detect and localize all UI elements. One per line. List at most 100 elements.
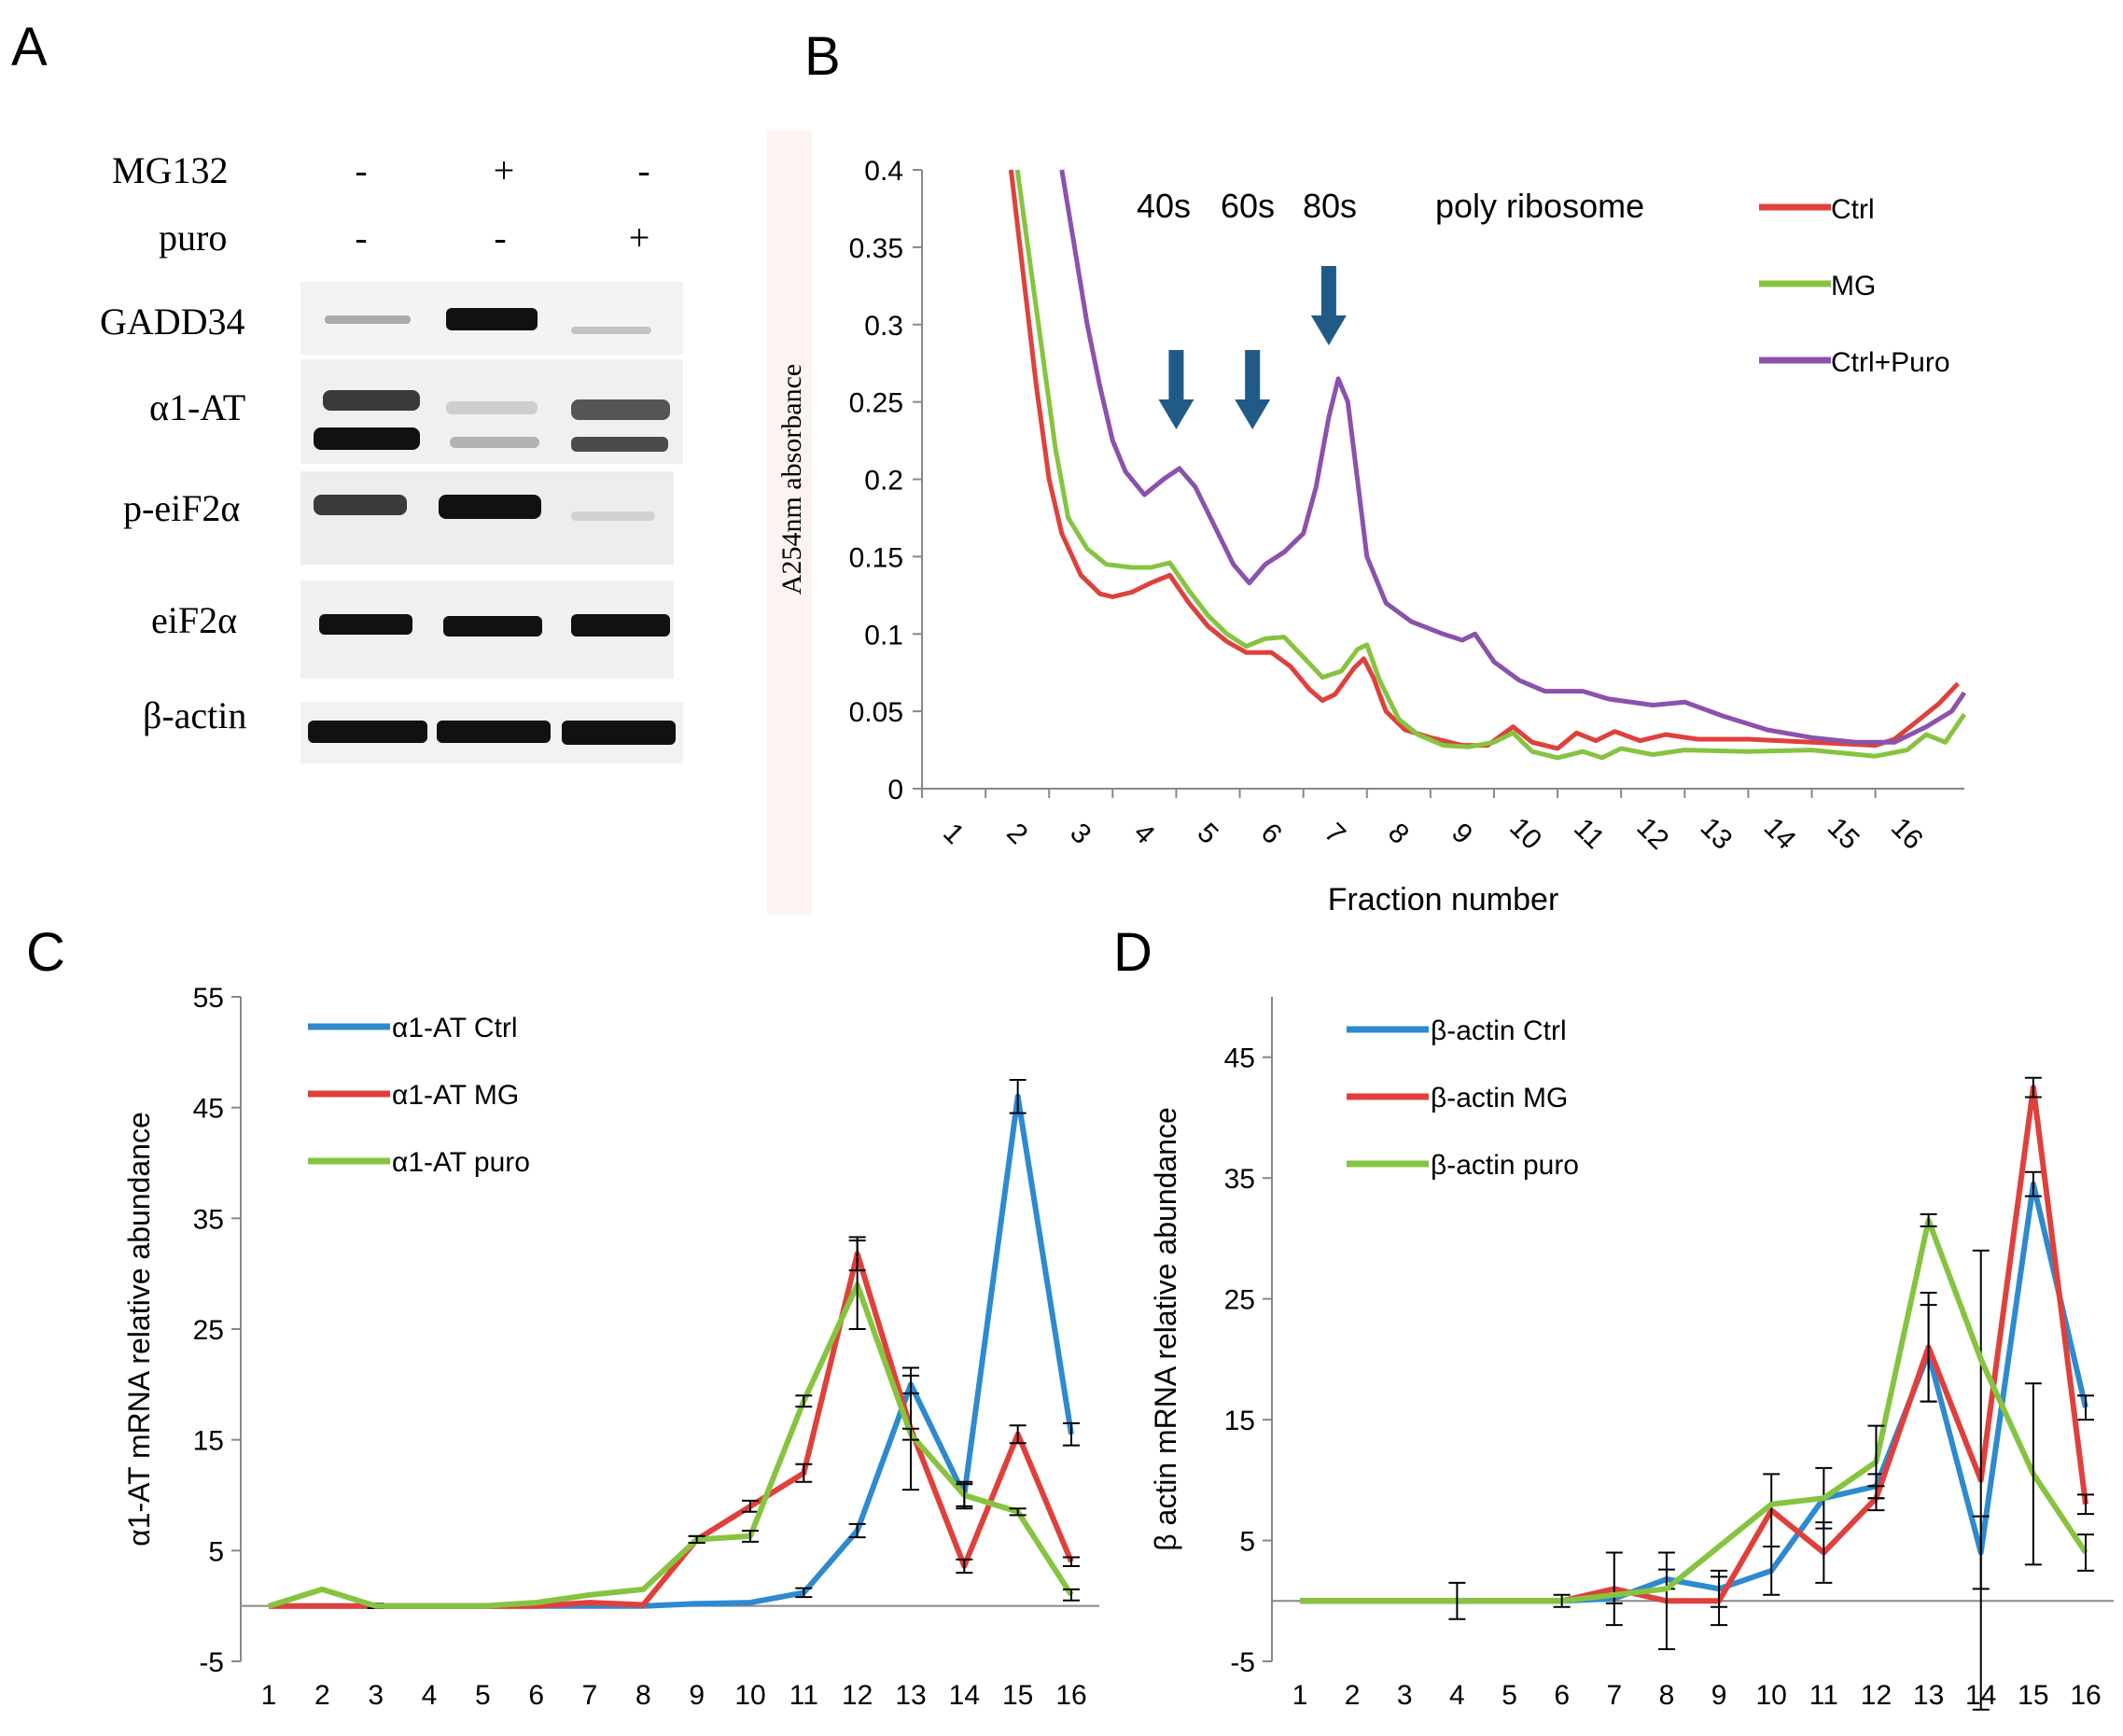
c1-x-tick-label: 4 [422,1680,438,1711]
c2-legend-label-1: β-actin MG [1431,1083,1568,1113]
c1-series-line-1 [269,1251,1074,1609]
b-y-tick-label: 0.2 [864,466,903,497]
c2-x-tick-label: 13 [1913,1680,1944,1711]
c1-y-tick-label: 35 [193,1204,224,1235]
b-x-tick-label: 5 [1192,818,1224,850]
band-gadd34-lane1 [325,315,411,324]
c1-y-tick-label: -5 [199,1647,224,1678]
panel-label-a: A [11,17,48,77]
b-y-tick-label: 0 [887,775,903,805]
polysome-profile-chart: 40s 60s 80s poly ribosome 0 0.05 0.1 0.15 0.… [776,156,1967,917]
b-annotation-60s: 60s [1221,187,1275,225]
c2-x-tick-label: 12 [1861,1680,1892,1711]
c2-x-tick-label: 3 [1397,1680,1413,1711]
b-arrow-shaft-1 [1245,350,1261,401]
treatment-value: - [494,217,506,259]
b-y-tick-label: 0.1 [864,620,903,651]
b-y-tick-label: 0.35 [849,233,903,264]
b-legend-label-1: MG [1831,271,1876,301]
b-arrow-head-1 [1235,399,1271,429]
band-a1at-lower-lane2 [450,437,539,448]
b-x-tick-label: 12 [1630,812,1674,856]
band-beta-actin-lane3 [562,721,676,745]
c1-x-tick-label: 13 [895,1680,926,1711]
b-x-tick-label: 1 [937,818,970,850]
c2-y-tick-label: 5 [1239,1527,1255,1558]
panel-label-d: D [1113,922,1152,983]
blot-label-gadd34: GADD34 [100,301,245,343]
c2-legend-label-2: β-actin puro [1431,1150,1579,1181]
b-annotation-40s: 40s [1137,187,1191,225]
c1-x-tick-label: 5 [475,1680,491,1711]
c1-x-tick-label: 11 [789,1680,818,1711]
b-x-tick-label: 11 [1568,813,1610,855]
b-x-tick-label: 14 [1758,812,1802,856]
panel-label-c: C [26,922,65,983]
b-y-axis-title: A254nm absorbance [776,364,807,595]
c2-x-tick-label: 10 [1756,1680,1787,1711]
b-x-tick-label: 3 [1064,818,1096,850]
c1-x-axis-title: Fraction number [554,1733,786,1736]
c1-y-tick-label: 55 [193,983,224,1014]
beta-actin-mrna-chart: -551525354512345678910111213141516Fracti… [1149,997,2114,1736]
panel-b-left-edge [767,131,812,915]
b-x-tick-label: 4 [1127,818,1160,850]
b-arrow-head-2 [1310,315,1347,345]
b-series-line-0 [1008,169,1961,751]
treatment-value: - [355,149,367,191]
b-x-tick-label: 6 [1255,818,1288,850]
band-eif2a-lane1 [319,614,412,635]
c1-y-axis-title: α1-AT mRNA relative abundance [122,1112,156,1547]
b-x-tick-label: 7 [1319,818,1351,850]
band-eif2a-lane2 [443,616,542,637]
blot-label-eif2a: eiF2α [151,599,237,641]
band-a1at-lower-lane1 [314,427,420,450]
c2-x-tick-label: 9 [1711,1680,1727,1711]
b-y-tick-label: 0.4 [864,156,903,187]
c1-legend-label-0: α1-AT Ctrl [392,1013,518,1043]
band-a1at-upper-lane1 [323,390,420,411]
c2-y-tick-label: 35 [1224,1164,1255,1195]
c1-x-tick-label: 7 [582,1680,598,1711]
c1-x-tick-label: 16 [1055,1680,1086,1711]
b-legend-label-2: Ctrl+Puro [1831,347,1950,378]
panel-label-b: B [804,26,841,87]
blot-label-beta-actin: β-actin [143,694,246,736]
a1at-mrna-chart: -55152535455512345678910111213141516Frac… [122,983,1099,1736]
b-y-tick-label: 0.3 [864,311,903,342]
b-legend-label-0: Ctrl [1831,194,1875,225]
b-x-tick-label: 2 [1000,818,1033,850]
c2-y-axis-title: β actin mRNA relative abundance [1149,1107,1182,1551]
c1-x-tick-label: 6 [528,1680,544,1711]
western-blot-panel: MG132 puro - + - - - + GADD34 α1-AT p-ei… [100,149,683,763]
c1-x-tick-label: 15 [1002,1680,1033,1711]
b-x-tick-label: 9 [1446,818,1478,850]
band-a1at-upper-lane2 [446,401,538,414]
blot-label-p-eif2a: p-eiF2α [123,487,240,529]
band-beta-actin-lane1 [308,721,427,743]
c2-x-tick-label: 11 [1809,1680,1838,1711]
c2-x-tick-label: 4 [1449,1680,1465,1711]
b-annotation-80s: 80s [1303,187,1357,225]
c2-series-line-2 [1300,1217,2088,1604]
c2-y-tick-label: 25 [1224,1285,1255,1316]
c2-x-axis-title: Fraction number [1577,1733,1809,1736]
band-p-eif2a-lane2 [439,495,541,519]
band-a1at-upper-lane3 [571,399,670,420]
b-annotation-poly-ribosome: poly ribosome [1435,187,1644,225]
treatment-value: - [355,217,367,259]
c2-y-tick-label: 45 [1224,1043,1255,1074]
b-x-axis-title: Fraction number [1328,882,1559,917]
b-arrow-head-0 [1158,399,1194,429]
b-x-tick-label: 10 [1503,812,1547,856]
c1-x-tick-label: 14 [949,1680,980,1711]
c1-legend-label-1: α1-AT MG [392,1080,519,1111]
c1-x-tick-label: 3 [368,1680,384,1711]
band-gadd34-lane2 [446,308,538,330]
b-series-line-2 [1059,169,1967,745]
c2-x-tick-label: 2 [1345,1680,1361,1711]
c1-legend-label-2: α1-AT puro [392,1147,530,1178]
c2-series-line-0 [1300,1181,2088,1604]
c1-y-tick-label: 15 [193,1426,224,1457]
